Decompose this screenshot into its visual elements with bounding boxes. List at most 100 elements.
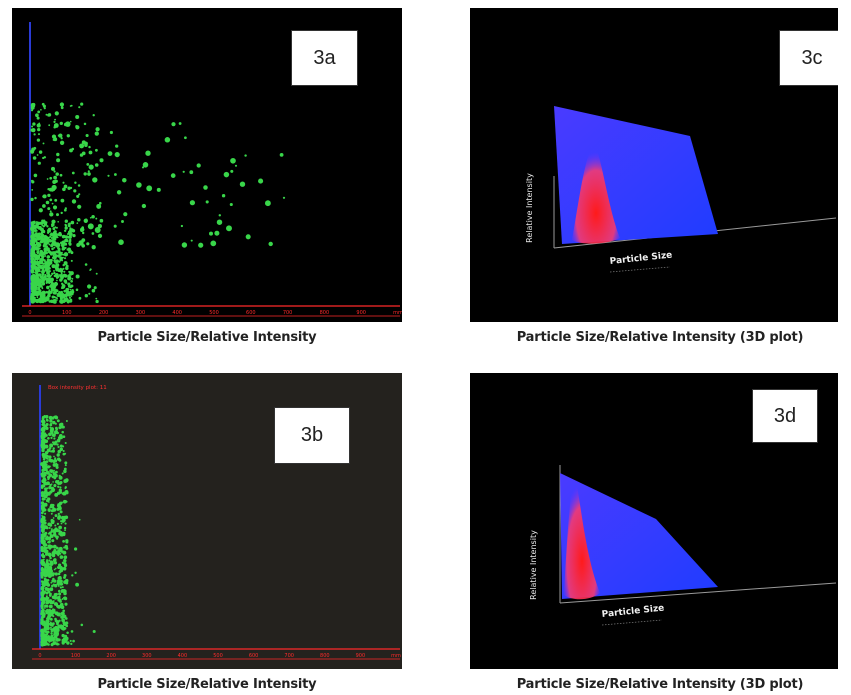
scatter-point	[56, 438, 61, 443]
scatter-point	[45, 526, 49, 530]
scatter-point	[62, 181, 65, 184]
scatter-point	[141, 203, 147, 209]
scatter-point	[40, 501, 45, 505]
scatter-point	[69, 639, 72, 642]
scatter-point	[63, 274, 68, 278]
scatter-point	[67, 224, 71, 228]
scatter-point	[221, 194, 226, 198]
scatter-point	[64, 478, 69, 482]
scatter-point	[59, 586, 63, 589]
scatter-point	[33, 229, 36, 232]
scatter-point	[48, 458, 52, 463]
scatter-point	[63, 242, 66, 244]
scatter-point	[63, 261, 68, 266]
scatter-point	[36, 289, 39, 291]
scatter-point	[50, 528, 53, 531]
scatter-point	[239, 181, 246, 187]
scatter-point	[52, 583, 55, 586]
scatter-point	[99, 218, 104, 223]
scatter-point	[40, 253, 43, 256]
scatter-point	[41, 514, 43, 517]
scatter-point	[52, 559, 56, 563]
scatter-point	[59, 259, 62, 262]
scatter-point	[57, 436, 62, 440]
scatter-point	[62, 550, 67, 555]
scatter-point	[41, 219, 44, 222]
scatter-point	[65, 540, 69, 544]
scatter-point	[62, 256, 64, 259]
scatter-point	[71, 199, 77, 204]
scatter-point	[48, 501, 50, 503]
scatter-point	[58, 274, 61, 276]
scatter-point	[44, 450, 49, 455]
scatter-point	[113, 173, 117, 176]
scatter-point	[59, 140, 65, 145]
scatter-point	[70, 273, 73, 276]
scatter-point	[51, 634, 54, 637]
scatter-point	[53, 123, 59, 128]
scatter-point	[31, 273, 36, 278]
scatter-point	[39, 221, 43, 225]
scatter-point	[65, 420, 68, 422]
scatter-point	[36, 123, 41, 128]
scatter-point	[52, 481, 54, 483]
x-axis-label: Particle Size	[609, 250, 673, 267]
scatter-point	[57, 584, 60, 587]
scatter-point	[46, 241, 49, 245]
scatter-point	[95, 299, 99, 304]
scatter-point	[36, 138, 41, 142]
scatter-point	[41, 274, 44, 277]
scatter-point	[48, 485, 52, 490]
x-tick-label: 500	[213, 653, 223, 659]
scatter-point	[40, 546, 44, 550]
scatter-point	[49, 626, 52, 629]
scatter-point	[146, 185, 153, 192]
scatter-point	[47, 293, 51, 298]
scatter-point	[52, 471, 55, 474]
x-tick-label: 100	[62, 310, 72, 316]
scatter-point	[41, 531, 44, 534]
scatter-point	[60, 522, 63, 525]
scatter-point	[83, 172, 87, 176]
scatter-point	[41, 554, 46, 559]
scatter-point	[46, 256, 49, 259]
scatter-point	[60, 569, 64, 573]
scatter-point	[87, 172, 91, 176]
scatter-point	[60, 611, 65, 616]
scatter-point	[50, 436, 53, 439]
scatter-point	[48, 275, 52, 278]
scatter-point	[58, 458, 62, 462]
scatter-point	[121, 220, 124, 223]
scatter-point	[122, 177, 127, 183]
scatter-point	[171, 122, 176, 127]
scatter-point	[59, 102, 65, 107]
scatter-point	[57, 449, 61, 454]
scatter-point	[37, 127, 41, 132]
scatter-point	[34, 271, 39, 275]
scatter-point	[59, 489, 62, 492]
scatter-point	[52, 205, 58, 210]
scatter-point	[87, 170, 90, 173]
scatter-point	[80, 102, 84, 106]
scatter-point	[234, 164, 238, 167]
scatter-point	[62, 284, 65, 287]
scatter-point	[60, 275, 65, 279]
scatter-point	[53, 593, 58, 597]
scatter-point	[53, 274, 57, 278]
scatter-point	[63, 229, 67, 233]
scatter-point	[55, 172, 59, 176]
y-axis-label: Relative Intensity	[525, 173, 534, 243]
scatter-point	[46, 465, 51, 469]
scatter-point	[65, 624, 69, 628]
scatter-point	[88, 150, 93, 155]
scatter-point	[49, 198, 53, 202]
scatter-point	[53, 626, 56, 630]
scatter-point	[50, 628, 53, 631]
scatter-point	[35, 247, 39, 251]
scatter-point	[41, 462, 46, 467]
scatter-point	[41, 530, 43, 532]
scatter-point	[42, 455, 45, 459]
x-tick-label: 0	[28, 310, 31, 316]
scatter-point	[41, 444, 44, 447]
scatter-point	[37, 252, 39, 255]
